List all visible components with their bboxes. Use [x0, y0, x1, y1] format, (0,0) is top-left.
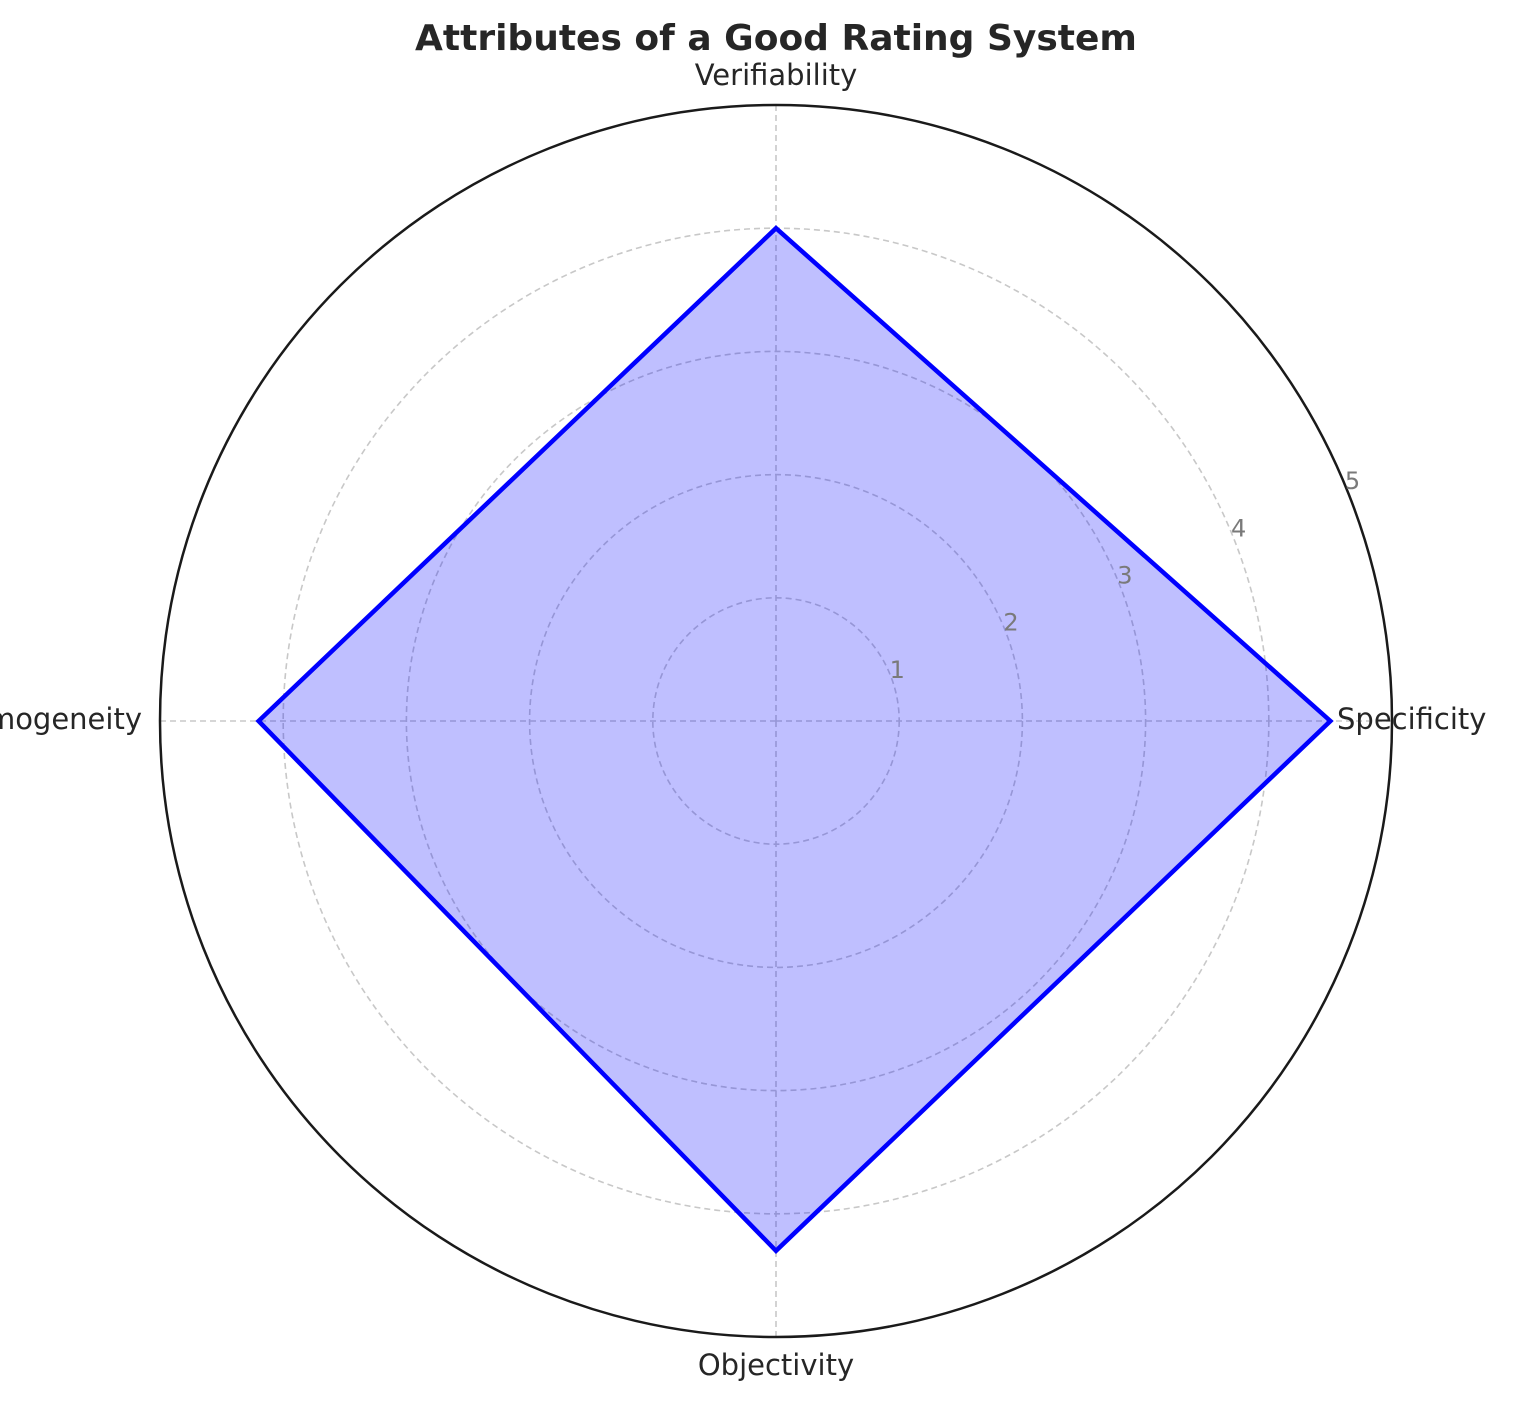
- outer-ring: [158, 103, 1394, 1339]
- r-tick-label-4: 4: [1231, 514, 1246, 542]
- r-tick-label-3: 3: [1117, 561, 1132, 589]
- chart-title: Attributes of a Good Rating System: [415, 18, 1137, 59]
- r-tick-label-1: 1: [890, 656, 905, 684]
- series-area-0: [255, 225, 1334, 1254]
- category-label-verifiability: Verifiability: [695, 58, 858, 92]
- grid-ring-3: [405, 350, 1147, 1092]
- grid-layer: [158, 103, 1394, 1339]
- r-tick-label-2: 2: [1003, 609, 1018, 637]
- category-label-specificity: Specificity: [1337, 702, 1486, 736]
- r-tick-label-5: 5: [1345, 467, 1360, 495]
- label-layer: 1 2 3 4 5 Specificity Verifiability Homogeneity…: [0, 58, 1486, 1382]
- category-label-objectivity: Objectivity: [698, 1348, 854, 1382]
- grid-ring-2: [528, 473, 1024, 969]
- data-layer: [255, 225, 1334, 1254]
- category-label-homogeneity: Homogeneity: [0, 702, 142, 736]
